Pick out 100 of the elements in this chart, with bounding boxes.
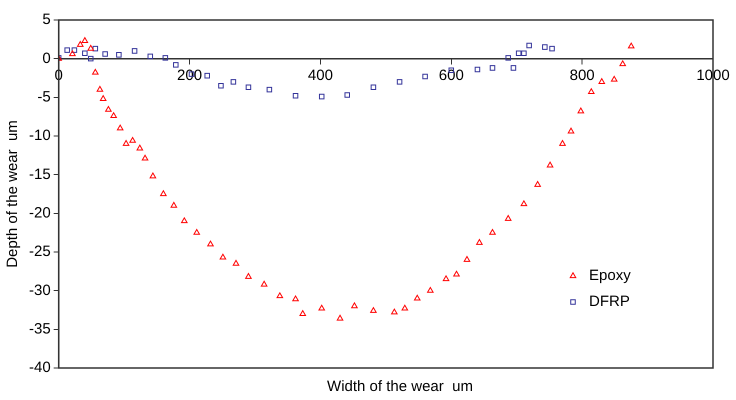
point	[559, 140, 566, 146]
point	[148, 54, 154, 60]
point	[92, 46, 98, 52]
point	[516, 50, 522, 56]
point	[505, 55, 511, 61]
point	[396, 79, 402, 85]
point	[610, 76, 618, 82]
point	[568, 128, 574, 134]
point	[546, 162, 554, 168]
point	[173, 62, 179, 68]
point	[129, 136, 136, 143]
point	[110, 112, 117, 118]
point	[102, 51, 108, 57]
point	[351, 302, 358, 308]
point	[181, 217, 188, 224]
point	[422, 74, 428, 80]
point	[207, 240, 214, 246]
y-tick-label: -15	[28, 166, 51, 183]
x-tick-label: 600	[438, 66, 464, 84]
y-tick-label: -25	[28, 243, 51, 260]
y-axis-title: Depth of the wear um	[4, 120, 22, 268]
point	[218, 82, 224, 88]
point	[204, 72, 210, 78]
point	[116, 124, 124, 130]
point	[266, 86, 272, 92]
point	[193, 228, 200, 235]
y-tick-label: -10	[28, 127, 51, 144]
point	[520, 200, 528, 206]
point	[136, 144, 144, 150]
point	[549, 46, 555, 52]
point	[476, 239, 483, 245]
point	[292, 93, 298, 99]
point	[370, 84, 376, 90]
point	[69, 50, 76, 56]
legend-label: DFRP	[589, 293, 630, 310]
point	[105, 106, 112, 112]
point	[464, 256, 470, 262]
point	[245, 273, 252, 279]
point	[402, 304, 408, 311]
point	[534, 181, 541, 187]
point	[344, 92, 350, 98]
point	[489, 228, 496, 235]
y-tick-label: 0	[42, 50, 51, 67]
point	[260, 280, 268, 287]
point	[100, 95, 106, 101]
point	[230, 79, 236, 85]
point	[88, 56, 94, 62]
point	[521, 50, 527, 56]
point	[490, 65, 496, 71]
point	[542, 44, 548, 50]
x-tick-label: 800	[570, 66, 595, 84]
y-tick-label: 5	[42, 11, 51, 28]
point	[299, 310, 306, 316]
point	[414, 294, 421, 300]
legend-label: Epoxy	[589, 267, 632, 284]
point	[96, 86, 104, 92]
point	[442, 275, 450, 282]
y-tick-label: -40	[28, 359, 51, 376]
y-tick-label: -35	[28, 320, 51, 338]
point	[474, 66, 480, 72]
point	[628, 42, 634, 48]
point	[162, 55, 168, 61]
point	[220, 254, 226, 260]
point	[318, 304, 325, 311]
point	[588, 88, 595, 94]
point	[132, 48, 138, 54]
point	[72, 47, 78, 53]
point	[453, 270, 460, 277]
x-axis-title: Width of the wear um	[326, 378, 474, 395]
point	[82, 37, 88, 43]
point	[292, 295, 299, 302]
y-tick-label: -20	[28, 204, 51, 222]
point	[170, 202, 178, 208]
point	[64, 47, 70, 53]
point	[526, 42, 532, 48]
point	[336, 314, 344, 321]
point	[77, 41, 84, 47]
point	[116, 52, 122, 58]
point	[578, 108, 584, 114]
point	[598, 78, 606, 84]
point	[87, 44, 94, 51]
point	[82, 50, 88, 56]
point	[427, 286, 434, 293]
point	[391, 308, 398, 314]
y-tick-label: -30	[28, 282, 51, 299]
point	[504, 215, 512, 221]
point	[370, 307, 377, 313]
point	[122, 140, 130, 146]
point	[232, 260, 240, 266]
point	[246, 84, 252, 90]
y-tick-label: -5	[37, 88, 51, 106]
x-tick-label: 400	[308, 66, 333, 84]
point	[142, 154, 148, 161]
point	[619, 60, 626, 66]
point	[276, 292, 284, 298]
point	[160, 190, 167, 196]
point	[150, 172, 156, 178]
x-tick-label: 200	[177, 66, 202, 84]
point	[92, 68, 99, 75]
point	[510, 65, 516, 71]
